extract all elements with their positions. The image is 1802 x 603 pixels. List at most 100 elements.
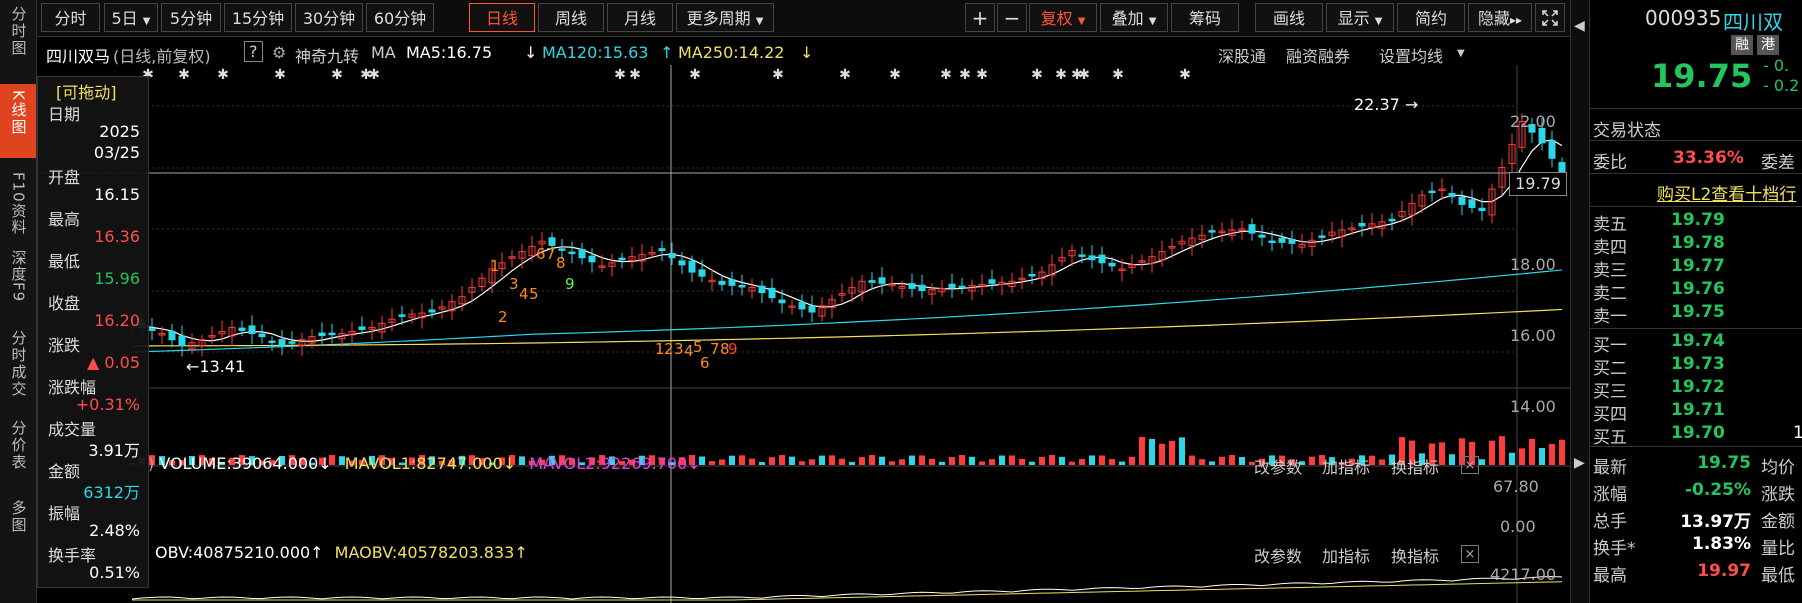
candle-body	[758, 285, 766, 294]
stock-name: 四川双马	[46, 47, 111, 66]
high-marker: 22.37 →	[1354, 95, 1418, 114]
ask-row[interactable]: 卖一 19.75	[1571, 302, 1802, 327]
bid-row[interactable]: 买二 19.73	[1571, 354, 1802, 379]
candle-body	[368, 326, 376, 330]
ask-row[interactable]: 卖三 19.77	[1571, 256, 1802, 281]
display-button[interactable]: 显示 ▼	[1326, 3, 1394, 32]
nav-depth[interactable]: 深度F9	[0, 250, 36, 316]
ask-row[interactable]: 卖四 19.78	[1571, 233, 1802, 258]
bid-row[interactable]: 买五 19.70 1	[1571, 423, 1802, 448]
volume-bar	[1089, 455, 1095, 465]
volume-bar	[779, 455, 785, 465]
candle-body	[948, 283, 956, 288]
vol-add-indicator[interactable]: 加指标	[1322, 458, 1371, 477]
overlay-label: 叠加	[1111, 9, 1144, 28]
bid-label: 买一	[1593, 336, 1627, 356]
period-weekly[interactable]: 周线	[538, 3, 604, 32]
obv-close-icon[interactable]: ×	[1461, 545, 1479, 563]
volume-bar	[579, 462, 585, 465]
bid-row[interactable]: 买四 19.71	[1571, 400, 1802, 425]
nav-fenshi[interactable]: 分时图	[0, 6, 36, 72]
link-shenguton[interactable]: 深股通	[1218, 47, 1267, 66]
period-30min[interactable]: 30分钟	[295, 3, 363, 32]
volume-bar	[489, 462, 495, 465]
weibi-value: 33.36%	[1673, 148, 1744, 168]
chevron-down-icon[interactable]: ▼	[1457, 48, 1465, 59]
vol-close-icon[interactable]: ×	[1461, 456, 1479, 474]
vol-edit-params[interactable]: 改参数	[1254, 458, 1303, 477]
nav-multi[interactable]: 多图	[0, 500, 36, 566]
triangle-left-icon[interactable]: ◀	[1574, 18, 1585, 34]
period-fenshi[interactable]: 分时	[41, 3, 100, 32]
candle-body	[398, 314, 406, 317]
high-value: 16.36	[94, 227, 140, 246]
period-5min[interactable]: 5分钟	[161, 3, 221, 32]
obv-edit-params[interactable]: 改参数	[1254, 547, 1303, 566]
bid-price: 19.74	[1671, 331, 1725, 351]
data-window-title[interactable]: [可拖动]	[56, 83, 117, 102]
fuquan-button[interactable]: 复权 ▼	[1029, 3, 1097, 32]
period-monthly[interactable]: 月线	[607, 3, 673, 32]
volume-bar	[609, 456, 615, 465]
volume-bar	[909, 455, 915, 465]
volume-bar	[629, 459, 635, 465]
candle-body	[428, 309, 436, 313]
link-set-ma[interactable]: 设置均线	[1379, 47, 1444, 66]
volume-bar	[1019, 458, 1025, 465]
candle-body	[558, 248, 566, 251]
weibi-label: 委比	[1593, 153, 1627, 173]
obv-switch-indicator[interactable]: 换指标	[1391, 547, 1440, 566]
data-window[interactable]: [可拖动] 日期 2025 03/25 开盘 16.15 最高 16.36 最低…	[37, 76, 149, 588]
candle-body	[1478, 207, 1486, 212]
nav-kline[interactable]: K线图	[0, 84, 36, 158]
fullscreen-icon[interactable]	[1535, 3, 1565, 32]
chips-button[interactable]: 筹码	[1171, 3, 1239, 32]
overlay-button[interactable]: 叠加 ▼	[1100, 3, 1168, 32]
stock-name-quote: 四川双	[1723, 10, 1783, 34]
volume-bar	[1439, 442, 1445, 465]
volume-bar	[1489, 440, 1495, 465]
candle-body	[1108, 262, 1116, 267]
panel-collapse-bar[interactable]: ◀ ▶	[1571, 0, 1590, 603]
bid-label: 买四	[1593, 405, 1627, 425]
ask-row[interactable]: 卖五 19.79	[1571, 210, 1802, 235]
period-more[interactable]: 更多周期 ▼	[676, 3, 774, 32]
draw-button[interactable]: 画线	[1255, 3, 1323, 32]
volume-bar	[1299, 461, 1305, 465]
candle-body	[218, 331, 226, 335]
nav-f10[interactable]: F10资料	[0, 172, 36, 238]
ask-row[interactable]: 卖二 19.76	[1571, 279, 1802, 304]
period-60min[interactable]: 60分钟	[366, 3, 434, 32]
chevron-down-icon: ▼	[1374, 16, 1383, 27]
hide-button[interactable]: 隐藏▸▸	[1468, 3, 1532, 32]
kline-chart[interactable]: ✱ ✱ ✱ ✱ ✱ ✱✱ ✱ ✱ ✱ ✱ ✱ ✱ ✱ ✱ ✱ ✱ ✱ ✱✱ ✱ ✱	[37, 65, 1570, 603]
double-chevron-right-icon: ▸▸	[1509, 13, 1523, 27]
zoom-out-button[interactable]: −	[997, 3, 1027, 32]
period-daily[interactable]: 日线	[469, 3, 535, 32]
triangle-right-icon[interactable]: ▶	[1574, 455, 1585, 471]
nav-pricetable[interactable]: 分价表	[0, 420, 36, 486]
amount-label: 金额	[48, 462, 81, 481]
price-tick-14: 14.00	[1510, 397, 1556, 416]
nav-pricetable-label: 分价表	[9, 420, 28, 471]
settings-gear-icon[interactable]: ⚙	[272, 43, 287, 62]
candle-body	[658, 248, 666, 252]
candle-body	[618, 257, 626, 261]
nine-down-8: 8	[720, 340, 730, 358]
obv-add-indicator[interactable]: 加指标	[1322, 547, 1371, 566]
nav-trades[interactable]: 分时成交	[0, 330, 36, 410]
help-button[interactable]: ?	[244, 41, 263, 62]
period-5day-label: 5日	[111, 9, 138, 28]
simple-button[interactable]: 简约	[1397, 3, 1465, 32]
zoom-in-button[interactable]: +	[965, 3, 995, 32]
nine-turn-indicator[interactable]: 神奇九转	[295, 47, 360, 66]
bid-row[interactable]: 买一 19.74	[1571, 331, 1802, 356]
vol-switch-indicator[interactable]: 换指标	[1391, 458, 1440, 477]
candle-body	[488, 268, 496, 284]
period-5day[interactable]: 5日 ▼	[104, 3, 158, 32]
candle-body	[1288, 238, 1296, 244]
link-margin[interactable]: 融资融券	[1286, 47, 1351, 66]
bid-row[interactable]: 买三 19.72	[1571, 377, 1802, 402]
buy-l2-link[interactable]: 购买L2查看十档行	[1657, 185, 1797, 205]
period-15min[interactable]: 15分钟	[224, 3, 292, 32]
